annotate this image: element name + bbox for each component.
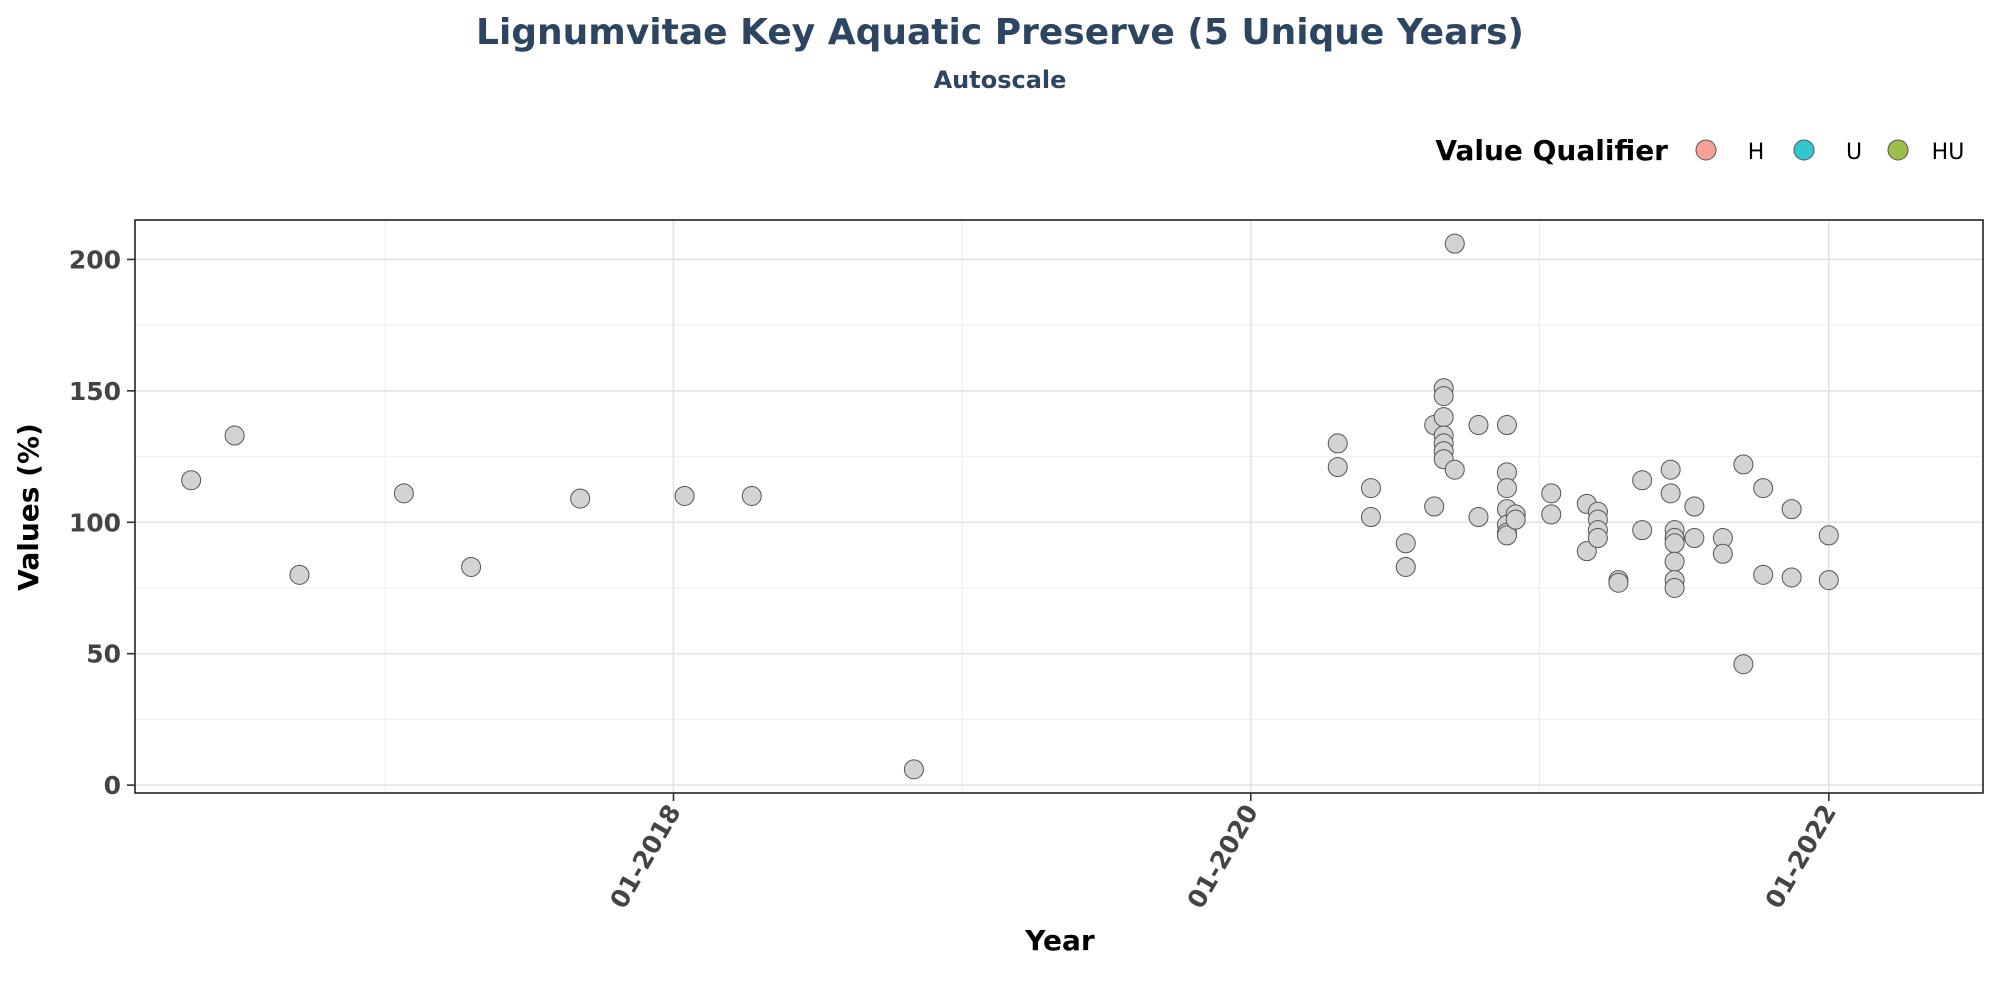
data-point [1781,499,1802,520]
data-point [903,759,924,780]
data-point [1444,459,1465,480]
data-point [1664,577,1685,598]
data-point [1360,478,1381,499]
data-point [224,425,245,446]
data-point [1541,504,1562,525]
plot-background [135,220,1983,793]
x-tick-label: 01-2020 [1181,800,1263,914]
data-point [1660,483,1681,504]
legend-label: H [1748,140,1765,165]
data-point [1496,415,1517,436]
data-point [1496,525,1517,546]
legend: Value Qualifier H U HU [1435,134,1964,167]
data-point [1781,567,1802,588]
legend-key [1793,139,1815,161]
data-point [1468,507,1489,528]
data-point [1327,433,1348,454]
data-point [741,485,762,506]
data-point [1712,543,1733,564]
data-point [1818,570,1839,591]
data-point [1632,520,1653,541]
data-point [1632,470,1653,491]
data-point [570,488,591,509]
legend-label: U [1846,140,1862,165]
chart-subtitle: Autoscale [934,66,1067,94]
data-point [1587,528,1608,549]
data-point [1664,533,1685,554]
data-point [1327,457,1348,478]
data-point [1424,496,1445,517]
plot-border [134,219,1984,794]
data-point [1444,233,1465,254]
y-tick-label: 150 [69,377,121,406]
data-point [1608,572,1629,593]
data-point [1395,556,1416,577]
data-point [1684,528,1705,549]
data-point [1733,654,1754,675]
data-point [1433,386,1454,407]
x-axis-title: Year [1024,924,1095,957]
data-point [1395,533,1416,554]
y-tick-label: 200 [69,245,121,274]
data-point [1818,525,1839,546]
data-point [1660,459,1681,480]
data-point [1496,478,1517,499]
y-tick-label: 50 [86,640,121,669]
data-point [181,470,202,491]
legend-key [1695,139,1717,161]
legend-entries: H U HU [1695,139,1965,165]
data-point [461,556,482,577]
data-point [1664,551,1685,572]
data-point [1360,507,1381,528]
data-point [1753,478,1774,499]
y-tick-label: 100 [69,508,121,537]
chart-title: Lignumvitae Key Aquatic Preserve (5 Uniq… [476,12,1524,53]
x-tick-label: 01-2022 [1760,800,1842,914]
data-point [1733,454,1754,475]
data-point [1753,564,1774,585]
legend-title: Value Qualifier [1435,134,1668,167]
data-point [1505,509,1526,530]
plot-area: 0 50 100 150 200 01-2018 01-2020 01-2022 [69,219,1984,914]
legend-label: HU [1932,140,1965,165]
data-point [1433,407,1454,428]
data-point [289,564,310,585]
y-tick-label: 0 [104,771,121,800]
data-point [1576,541,1597,562]
y-axis-title: Values (%) [12,423,45,591]
data-point [1541,483,1562,504]
legend-key [1887,139,1909,161]
data-point [1468,415,1489,436]
data-point [1684,496,1705,517]
data-point [674,485,695,506]
data-point [393,483,414,504]
x-tick-label: 01-2018 [604,800,686,914]
